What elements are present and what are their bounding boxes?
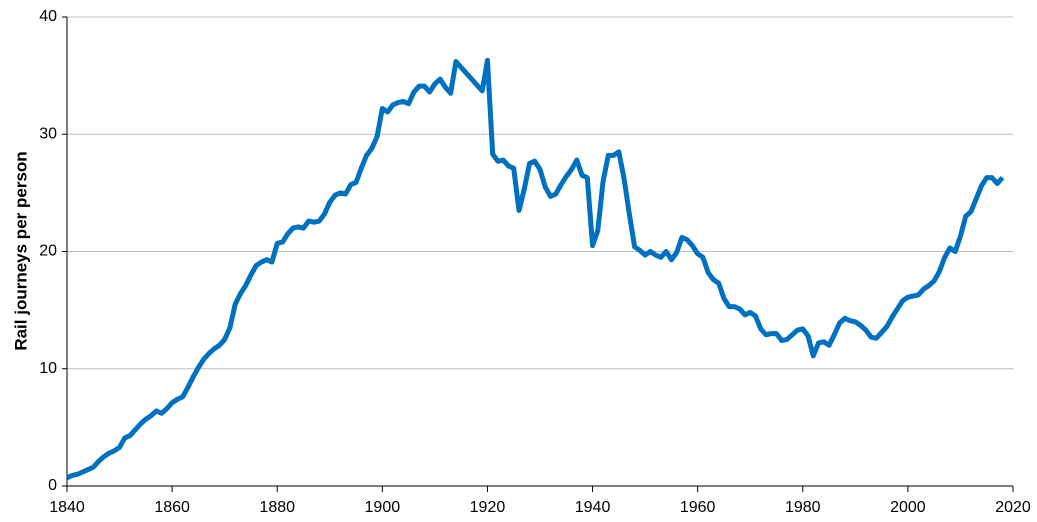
- y-tick-label: 40: [39, 8, 57, 25]
- x-tick-label: 1940: [575, 499, 611, 516]
- line-series: [65, 57, 1005, 481]
- y-tick-label: 30: [39, 125, 57, 142]
- x-tick-label: 1920: [470, 499, 506, 516]
- x-tick-label: 2020: [995, 499, 1031, 516]
- x-tick-label: 1880: [259, 499, 295, 516]
- y-tick-label: 0: [48, 477, 57, 494]
- y-axis-label: Rail journeys per person: [11, 151, 30, 350]
- x-tick-label: 1840: [49, 499, 85, 516]
- y-tick-label: 20: [39, 243, 57, 260]
- x-tick-label: 1980: [785, 499, 821, 516]
- x-tick-label: 2000: [890, 499, 926, 516]
- x-tick-label: 1860: [154, 499, 190, 516]
- x-tick-label: 1900: [365, 499, 401, 516]
- y-tick-label: 10: [39, 360, 57, 377]
- x-tick-label: 1960: [680, 499, 716, 516]
